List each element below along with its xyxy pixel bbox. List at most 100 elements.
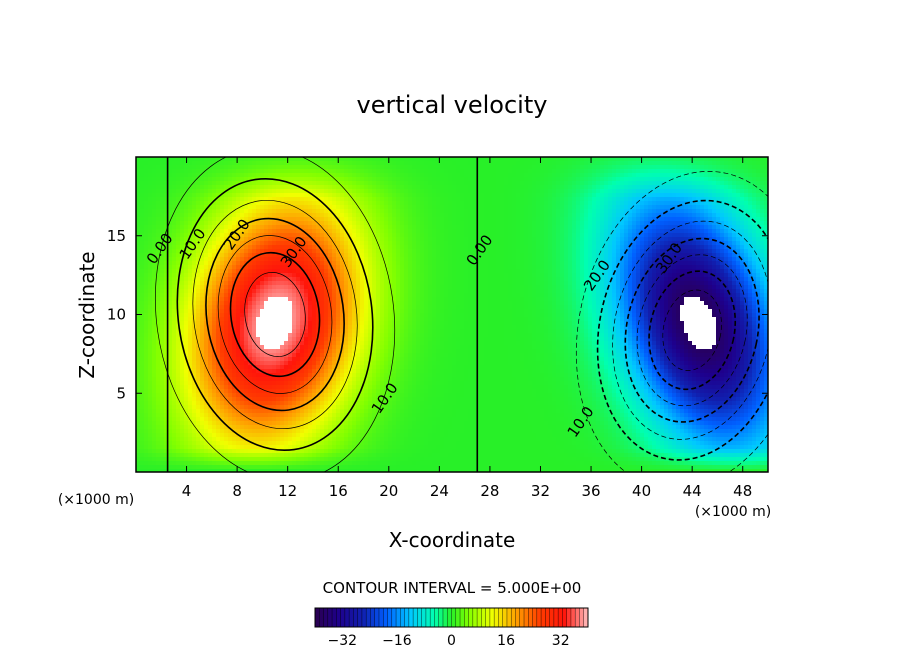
field-cell: [524, 253, 529, 258]
field-cell: [336, 221, 341, 226]
field-cell: [696, 169, 701, 174]
field-cell: [600, 277, 605, 282]
field-cell: [744, 165, 749, 170]
field-cell: [240, 169, 245, 174]
field-cell: [176, 197, 181, 202]
field-cell: [228, 237, 233, 242]
field-cell: [428, 281, 433, 286]
field-cell: [264, 245, 269, 250]
field-cell: [400, 229, 405, 234]
field-cell: [296, 157, 301, 162]
field-cell: [452, 213, 457, 218]
field-cell: [464, 201, 469, 206]
field-cell: [360, 165, 365, 170]
field-cell: [328, 181, 333, 186]
field-cell: [436, 225, 441, 230]
field-cell: [456, 245, 461, 250]
field-cell: [664, 277, 669, 282]
field-cell: [172, 277, 177, 282]
field-cell: [296, 269, 301, 274]
field-cell: [728, 233, 733, 238]
field-cell: [232, 225, 237, 230]
field-cell: [348, 233, 353, 238]
field-cell: [416, 229, 421, 234]
field-cell: [216, 217, 221, 222]
field-cell: [636, 273, 641, 278]
field-cell: [144, 237, 149, 242]
field-cell: [580, 229, 585, 234]
field-cell: [728, 229, 733, 234]
field-cell: [388, 265, 393, 270]
field-cell: [384, 157, 389, 162]
field-cell: [188, 221, 193, 226]
field-cell: [684, 165, 689, 170]
field-cell: [612, 273, 617, 278]
field-cell: [224, 249, 229, 254]
field-cell: [480, 177, 485, 182]
field-cell: [500, 265, 505, 270]
field-cell: [224, 181, 229, 186]
field-cell: [248, 221, 253, 226]
field-cell: [536, 189, 541, 194]
field-cell: [192, 265, 197, 270]
field-cell: [732, 221, 737, 226]
field-cell: [572, 273, 577, 278]
field-cell: [368, 217, 373, 222]
field-cell: [384, 225, 389, 230]
field-cell: [460, 253, 465, 258]
field-cell: [592, 157, 597, 162]
field-cell: [168, 201, 173, 206]
field-cell: [428, 169, 433, 174]
field-cell: [704, 217, 709, 222]
field-cell: [732, 277, 737, 282]
field-cell: [404, 193, 409, 198]
field-cell: [704, 221, 709, 226]
field-cell: [204, 177, 209, 182]
field-cell: [352, 237, 357, 242]
field-cell: [168, 161, 173, 166]
field-cell: [336, 249, 341, 254]
field-cell: [712, 181, 717, 186]
field-cell: [244, 165, 249, 170]
field-cell: [644, 169, 649, 174]
field-cell: [148, 189, 153, 194]
field-cell: [460, 213, 465, 218]
field-cell: [628, 165, 633, 170]
field-cell: [656, 273, 661, 278]
field-cell: [392, 273, 397, 278]
field-cell: [460, 225, 465, 230]
field-cell: [324, 273, 329, 278]
field-cell: [600, 205, 605, 210]
field-cell: [328, 217, 333, 222]
field-cell: [376, 269, 381, 274]
field-cell: [168, 205, 173, 210]
field-cell: [496, 177, 501, 182]
field-cell: [548, 197, 553, 202]
field-cell: [400, 269, 405, 274]
field-cell: [420, 181, 425, 186]
field-cell: [268, 181, 273, 186]
field-cell: [472, 253, 477, 258]
field-cell: [724, 205, 729, 210]
field-cell: [716, 197, 721, 202]
field-cell: [432, 237, 437, 242]
field-cell: [508, 173, 513, 178]
field-cell: [192, 173, 197, 178]
field-cell: [640, 261, 645, 266]
field-cell: [636, 197, 641, 202]
field-cell: [244, 265, 249, 270]
field-cell: [356, 249, 361, 254]
field-cell: [692, 269, 697, 274]
field-cell: [520, 233, 525, 238]
field-cell: [420, 213, 425, 218]
field-cell: [736, 161, 741, 166]
field-cell: [584, 265, 589, 270]
field-cell: [296, 257, 301, 262]
field-cell: [292, 229, 297, 234]
field-cell: [680, 233, 685, 238]
field-cell: [580, 269, 585, 274]
field-cell: [280, 193, 285, 198]
field-cell: [688, 157, 693, 162]
field-cell: [472, 201, 477, 206]
field-cell: [536, 165, 541, 170]
